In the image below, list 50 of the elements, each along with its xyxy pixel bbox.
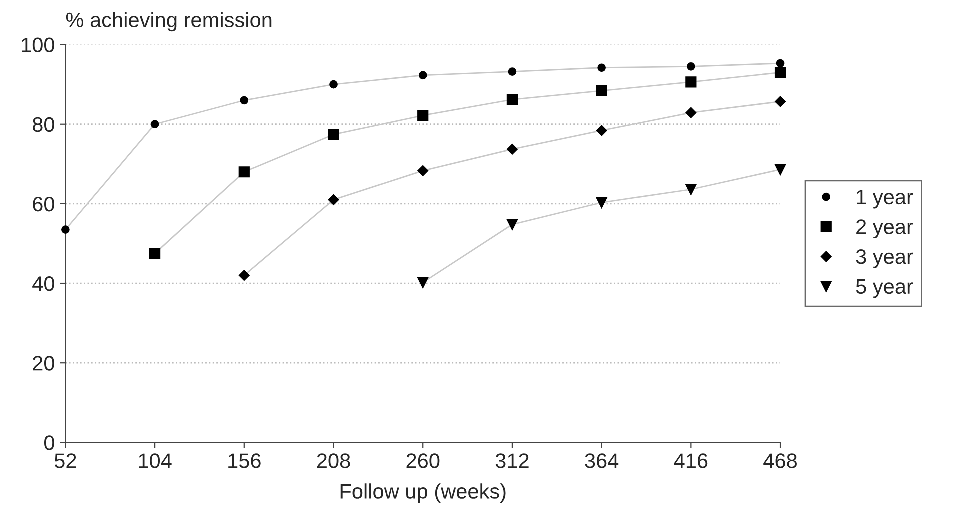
point bbox=[774, 67, 786, 78]
point bbox=[686, 107, 697, 118]
point bbox=[687, 62, 696, 71]
y-tick-label: 100 bbox=[22, 38, 54, 53]
x-tick-label: 416 bbox=[674, 454, 708, 468]
y-axis-title: % achieving remission bbox=[66, 12, 272, 32]
point bbox=[506, 219, 518, 230]
legend-label: 2 year bbox=[856, 220, 914, 239]
x-tick-label: 260 bbox=[406, 454, 440, 468]
x-tick-label: 208 bbox=[317, 454, 350, 468]
x-tick-label: 312 bbox=[496, 454, 529, 468]
point bbox=[596, 125, 608, 136]
x-axis-title: Follow up (weeks) bbox=[340, 484, 506, 504]
x-tick-label: 364 bbox=[585, 454, 619, 468]
point bbox=[330, 80, 338, 89]
point bbox=[328, 194, 340, 206]
point bbox=[686, 184, 697, 196]
point bbox=[150, 120, 160, 129]
legend-label: 3 year bbox=[856, 249, 914, 268]
point bbox=[238, 166, 250, 178]
y-tick-label: 40 bbox=[32, 276, 54, 292]
point bbox=[418, 110, 429, 122]
y-tick-label: 0 bbox=[44, 436, 54, 450]
point bbox=[62, 226, 70, 234]
y-tick-label: 60 bbox=[33, 196, 54, 212]
point bbox=[596, 85, 608, 97]
point bbox=[418, 166, 429, 176]
legend-label: 5 year bbox=[856, 280, 914, 298]
point bbox=[596, 197, 608, 208]
x-tick-label: 52 bbox=[54, 454, 76, 468]
y-tick-label: 20 bbox=[33, 356, 54, 371]
point bbox=[686, 76, 697, 88]
x-tick-label: 468 bbox=[764, 454, 798, 468]
y-tick-label: 80 bbox=[33, 117, 54, 132]
x-tick-label: 104 bbox=[139, 454, 172, 468]
point bbox=[508, 68, 517, 76]
point bbox=[598, 64, 606, 72]
point bbox=[149, 248, 161, 260]
point bbox=[418, 277, 429, 288]
point bbox=[238, 270, 250, 281]
point bbox=[506, 94, 518, 106]
point bbox=[418, 71, 428, 80]
point bbox=[775, 96, 786, 108]
point bbox=[774, 164, 786, 176]
point bbox=[240, 96, 249, 105]
legend-label: 1 year bbox=[857, 190, 914, 209]
point bbox=[507, 144, 518, 155]
point bbox=[776, 59, 785, 68]
x-tick-label: 156 bbox=[228, 454, 261, 468]
point bbox=[328, 129, 340, 140]
